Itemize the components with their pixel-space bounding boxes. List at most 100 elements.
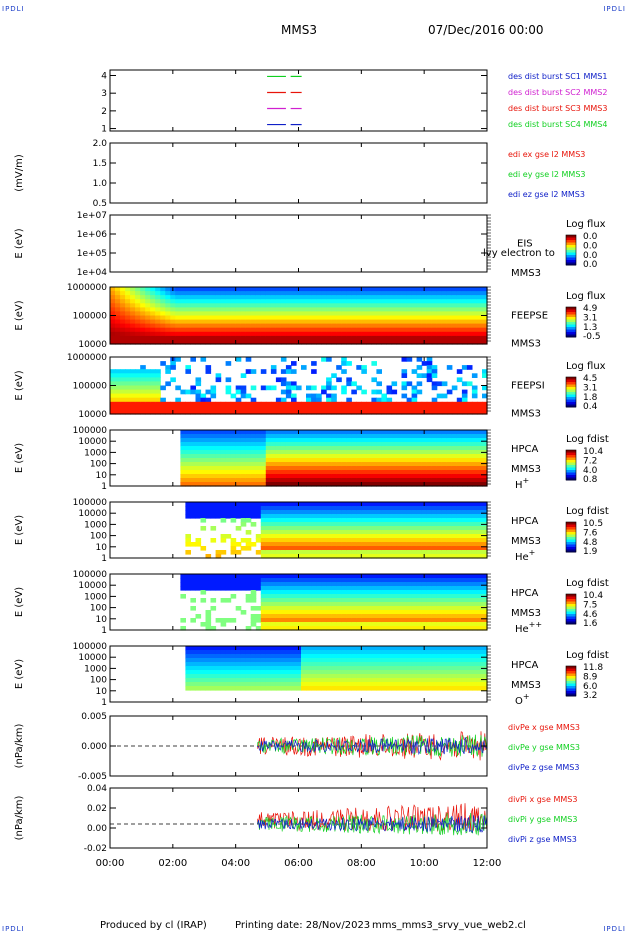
spectrogram-cell [265, 590, 272, 595]
spectrogram-cell [200, 518, 207, 523]
spectrogram-cell [341, 502, 347, 507]
spectrogram-cell [240, 610, 247, 615]
spectrogram-cell [356, 526, 362, 531]
spectrogram-cell [306, 450, 312, 455]
spectrogram-cell [275, 315, 282, 321]
spectrogram-cell [336, 506, 342, 511]
spectrogram-cell [366, 311, 372, 317]
spectrogram-cell [195, 678, 202, 683]
spectrogram-cell [160, 361, 166, 366]
spectrogram-cell [371, 658, 377, 663]
spectrogram-cell [441, 586, 448, 591]
spectrogram-cell [270, 430, 277, 435]
spectrogram-cell [326, 506, 332, 511]
spectrogram-cell [471, 450, 478, 455]
spectrogram-cell [456, 574, 463, 579]
spectrogram-cell [351, 602, 357, 607]
spectrogram-cell [235, 339, 242, 345]
spectrogram-cell [255, 682, 262, 687]
spectrogram-cell [466, 323, 473, 329]
spectrogram-cell [396, 542, 403, 547]
spectrogram-cell [381, 514, 387, 519]
spectrogram-cell [125, 315, 131, 321]
spectrogram-cell [260, 474, 267, 479]
spectrogram-cell [421, 401, 428, 407]
spectrogram-cell [341, 618, 347, 623]
spectrogram-cell [321, 446, 327, 451]
spectrogram-cell [336, 307, 342, 313]
spectrogram-cell [431, 466, 438, 471]
spectrogram-cell [205, 446, 212, 451]
instrument-label: HPCA [511, 444, 539, 455]
spectrogram-cell [311, 442, 317, 447]
spectrogram-cell [341, 514, 347, 519]
spectrogram-cell [406, 454, 413, 459]
spectrogram-cell [185, 670, 191, 675]
colorbar-swatch [566, 377, 576, 380]
spectrogram-cell [296, 614, 302, 619]
spectrogram-cell [110, 381, 116, 387]
spectrogram-cell [436, 409, 443, 415]
spectrogram-cell [356, 674, 362, 679]
spectrogram-cell [336, 450, 342, 455]
spectrogram-cell [205, 299, 212, 304]
spectrogram-cell [391, 303, 398, 308]
spectrogram-cell [431, 450, 438, 455]
spectrogram-cell [456, 650, 463, 655]
spectrogram-cell [275, 506, 282, 511]
spectrogram-cell [210, 466, 217, 471]
spectrogram-cell [326, 291, 332, 296]
spectrogram-cell [270, 438, 277, 443]
spectrogram-cell [255, 538, 262, 543]
spectrogram-cell [215, 574, 222, 579]
spectrogram-cell [361, 319, 367, 325]
spectrogram-cell [466, 606, 473, 611]
spectrogram-cell [456, 319, 463, 325]
spectrogram-cell [220, 454, 227, 459]
spectrogram-cell [245, 339, 252, 345]
spectrogram-cell [466, 339, 473, 345]
spectrogram-cell [426, 339, 433, 345]
spectrogram-cell [391, 430, 398, 435]
spectrogram-cell [411, 295, 418, 300]
spectrogram-cell [321, 686, 327, 691]
spectrogram-cell [326, 502, 332, 507]
spectrogram-cell [476, 574, 483, 579]
spectrogram-cell [476, 534, 483, 539]
spectrogram-cell [260, 614, 267, 619]
spectrogram-cell [451, 554, 458, 559]
spectrogram-cell [291, 514, 297, 519]
spectrogram-cell [255, 319, 262, 325]
spectrogram-cell [336, 339, 342, 345]
spectrogram-cell [250, 614, 257, 619]
spectrogram-cell [285, 610, 292, 615]
spectrogram-cell [466, 522, 473, 527]
spectrogram-cell [301, 307, 307, 313]
spectrogram-cell [411, 658, 418, 663]
spectrogram-cell [270, 470, 277, 475]
spectrogram-cell [260, 674, 267, 679]
spectrogram-cell [225, 682, 232, 687]
spectrogram-cell [205, 409, 212, 415]
spectrogram-cell [316, 430, 322, 435]
spectrogram-cell [401, 331, 408, 337]
spectrogram-cell [215, 405, 222, 411]
spectrogram-cell [125, 409, 131, 415]
spectrogram-cell [280, 618, 287, 623]
spectrogram-cell [476, 482, 483, 487]
spectrogram-cell [341, 518, 347, 523]
spectrogram-cell [170, 401, 176, 407]
spectrogram-cell [250, 385, 257, 391]
spectrogram-cell [285, 369, 292, 374]
spectrogram-cell [285, 662, 292, 667]
spectrogram-cell [391, 674, 398, 679]
spectrogram-cell [371, 397, 377, 403]
spectrogram-cell [351, 530, 357, 535]
spectrogram-cell [180, 594, 186, 599]
spectrogram-cell [190, 474, 196, 479]
spectrogram-cell [180, 335, 186, 341]
spectrogram-cell [321, 530, 327, 535]
spectrogram-cell [285, 430, 292, 435]
